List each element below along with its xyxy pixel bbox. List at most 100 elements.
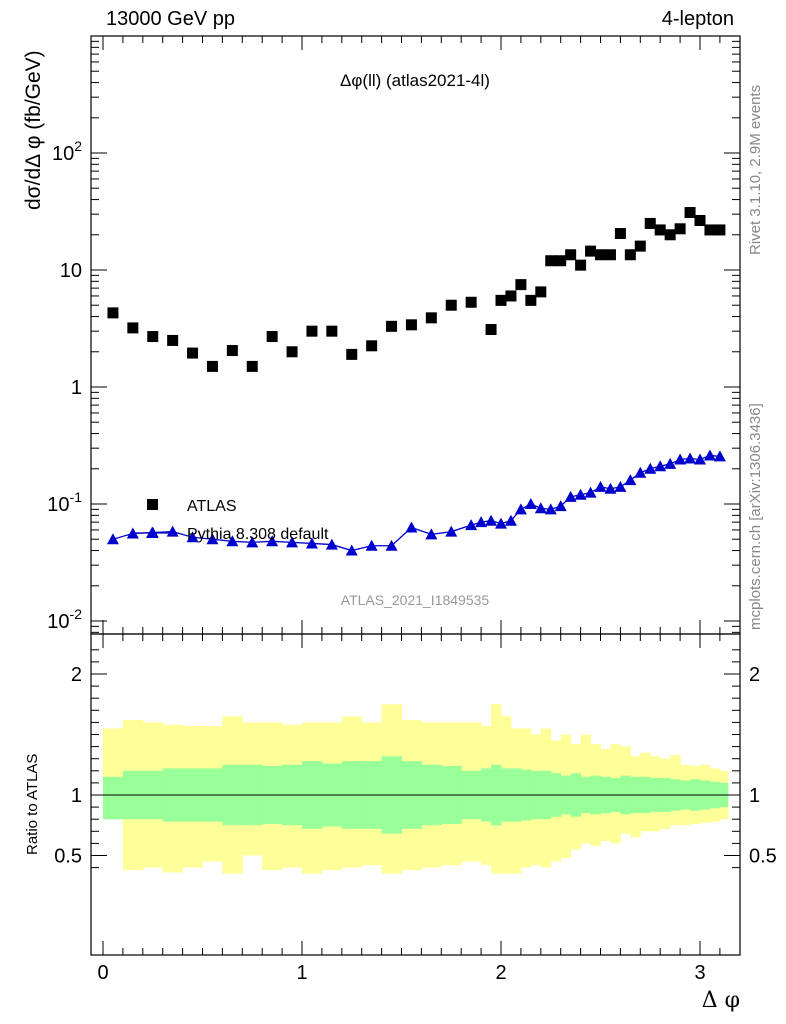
pythia-point (166, 525, 179, 537)
atlas-point (485, 324, 497, 336)
pythia-point (246, 536, 259, 548)
pythia-point (604, 482, 617, 494)
main-frame (90, 35, 741, 635)
atlas-point (505, 290, 517, 302)
atlas-point (187, 347, 199, 359)
band-bin (103, 776, 124, 820)
atlas-point (246, 360, 258, 372)
ratio-panel: 0.5 0.5 1 1 2 2 0 1 2 3 Δ φ Ratio to ATLAS (24, 633, 777, 1013)
atlas-point (684, 207, 696, 219)
y-tick-label: 10-1 (47, 489, 82, 516)
atlas-point (465, 296, 477, 308)
legend-atlas-label: ATLAS (187, 498, 237, 515)
atlas-point (206, 360, 218, 372)
x-tick-label: 3 (694, 962, 705, 984)
pythia-point (485, 514, 498, 526)
atlas-point (107, 307, 119, 319)
y-tick-label: 102 (52, 138, 82, 165)
atlas-point (535, 286, 547, 298)
atlas-point (694, 214, 706, 226)
atlas-point (704, 224, 716, 236)
atlas-point (386, 320, 398, 332)
pythia-point (624, 474, 637, 486)
pythia-point (544, 503, 557, 515)
ratio-y-tick-label-left: 2 (71, 664, 82, 686)
pythia-point (186, 531, 199, 543)
atlas-point (445, 299, 457, 311)
pythia-point (206, 533, 219, 545)
pythia-point (644, 462, 657, 474)
pythia-point (226, 535, 239, 547)
pythia-point (703, 449, 716, 461)
pythia-point (554, 500, 567, 512)
main-panel: 10-2 10-1 1 10 102 dσ/dΔ φ (fb/GeV) Δφ(ll) (at… (22, 35, 741, 635)
atlas-point (147, 331, 159, 343)
atlas-point (306, 325, 318, 337)
atlas-point (366, 340, 378, 352)
legend-pythia-label: Pythia 8.308 default (187, 526, 329, 543)
pythia-point (584, 486, 597, 498)
atlas-point (495, 294, 507, 306)
pythia-point (574, 488, 587, 500)
atlas-point (545, 255, 557, 267)
atlas-point (714, 224, 726, 236)
pythia-point (594, 480, 607, 492)
atlas-point (644, 217, 656, 229)
pythia-point (106, 533, 119, 545)
y-axis-title: dσ/dΔ φ (fb/GeV) (22, 50, 45, 210)
pythia-point (713, 450, 726, 462)
pythia-point (674, 453, 687, 465)
pythia-point (126, 527, 139, 539)
pythia-point (694, 453, 706, 465)
ratio-y-tick-label-right: 1 (749, 785, 760, 807)
atlas-point (515, 279, 527, 291)
atlas-point (624, 249, 636, 261)
y-tick-label: 1 (71, 377, 82, 399)
atlas-point (614, 228, 626, 240)
atlas-point (565, 249, 577, 261)
atlas-point (674, 223, 686, 235)
ratio-y-tick-label-right: 0.5 (749, 846, 777, 868)
atlas-point (127, 322, 139, 334)
pythia-point (365, 539, 378, 551)
y-tick-label: 10-2 (47, 606, 82, 633)
ratio-y-tick-label-left: 1 (71, 785, 82, 807)
atlas-point (346, 348, 358, 360)
atlas-point (575, 259, 587, 271)
legend: ATLAS Pythia 8.308 default (135, 498, 329, 543)
atlas-point (425, 312, 437, 324)
ratio-y-tick-label-left: 0.5 (54, 846, 82, 868)
pythia-point (664, 457, 677, 469)
header-left-label: 13000 GeV pp (106, 8, 235, 30)
pythia-point (345, 544, 358, 556)
pythia-point (564, 490, 577, 502)
atlas-point (326, 325, 338, 337)
atlas-point (167, 334, 179, 346)
pythia-point (266, 535, 279, 547)
pythia-point (514, 503, 527, 515)
pythia-point (425, 528, 438, 540)
header-right-label: 4-lepton (661, 8, 734, 30)
pythia-point (614, 480, 627, 492)
pythia-point (684, 452, 697, 464)
pythia-point (325, 538, 338, 550)
y-tick-label: 10 (60, 260, 82, 282)
ratio-y-axis-title: Ratio to ATLAS (24, 754, 41, 855)
atlas-point (604, 249, 616, 261)
atlas-point (405, 319, 417, 331)
atlas-point (226, 345, 238, 357)
atlas-point (664, 229, 676, 241)
mcplots-reference-label: mcplots.cern.ch [arXiv:1306.3436] (747, 403, 764, 630)
atlas-point (634, 240, 646, 252)
legend-pythia-marker (146, 527, 158, 538)
x-axis-title: Δ φ (702, 988, 740, 1013)
atlas-point (525, 294, 537, 306)
atlas-point (286, 346, 298, 358)
pythia-point (495, 517, 507, 529)
x-tick-label: 2 (495, 962, 506, 984)
atlas-point (266, 331, 278, 343)
atlas-point (585, 245, 597, 257)
atlas-point (595, 249, 606, 261)
pythia-point (524, 498, 537, 509)
